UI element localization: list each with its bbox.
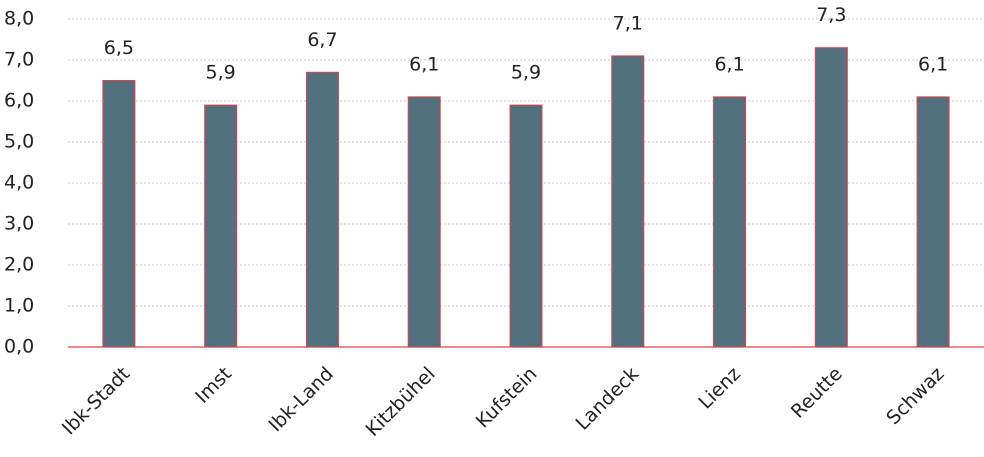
- data-label: 7,3: [816, 4, 846, 26]
- bar: [814, 47, 848, 348]
- y-tick-label: 0,0: [4, 336, 34, 358]
- y-tick-label: 4,0: [4, 172, 34, 194]
- bar: [204, 104, 238, 348]
- x-tick-label: Schwaz: [882, 363, 948, 429]
- bar: [611, 55, 645, 348]
- x-tick-label: Imst: [191, 363, 236, 408]
- x-tick-label: Kufstein: [472, 363, 542, 433]
- y-tick-label: 8,0: [4, 8, 34, 30]
- bar: [102, 80, 136, 348]
- x-tick-label: Ibk-Stadt: [58, 363, 135, 440]
- data-label: 5,9: [511, 62, 541, 84]
- data-label: 7,1: [613, 12, 643, 34]
- data-label: 6,1: [918, 53, 948, 75]
- y-tick-label: 7,0: [4, 49, 34, 71]
- data-label: 6,1: [714, 53, 744, 75]
- data-label: 6,5: [104, 37, 134, 59]
- data-label: 6,7: [307, 29, 337, 51]
- y-tick-label: 6,0: [4, 90, 34, 112]
- bar: [916, 96, 950, 348]
- bar: [713, 96, 747, 348]
- bar: [407, 96, 441, 348]
- data-label: 5,9: [206, 62, 236, 84]
- y-tick-label: 5,0: [4, 131, 34, 153]
- bar: [509, 104, 543, 348]
- y-tick-label: 3,0: [4, 213, 34, 235]
- data-label: 6,1: [409, 53, 439, 75]
- x-tick-label: Kitzbühel: [362, 363, 440, 441]
- y-tick-label: 2,0: [4, 254, 34, 276]
- x-tick-label: Landeck: [571, 363, 643, 435]
- y-tick-label: 1,0: [4, 295, 34, 317]
- x-tick-label: Ibk-Land: [264, 363, 337, 436]
- x-tick-label: Lienz: [694, 363, 745, 414]
- bar: [305, 71, 339, 348]
- x-tick-label: Reutte: [787, 363, 847, 423]
